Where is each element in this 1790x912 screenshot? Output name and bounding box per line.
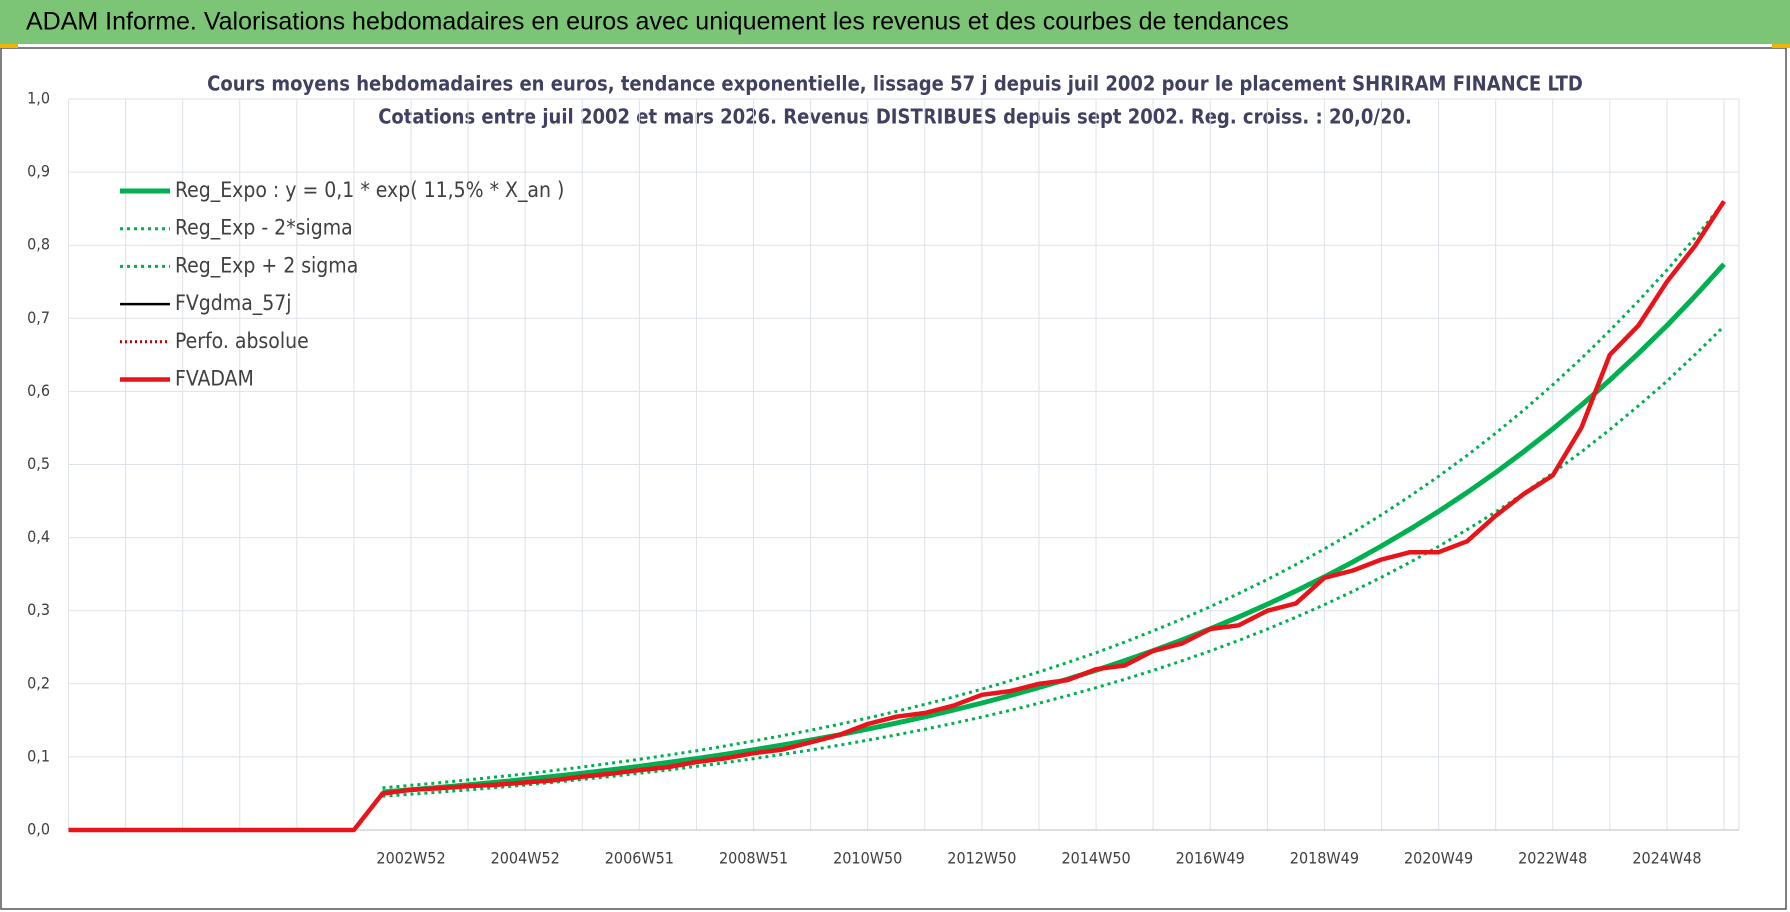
legend-label: FVADAM — [175, 367, 254, 391]
y-tick-label: 1,0 — [27, 89, 50, 108]
header-band — [0, 0, 1790, 44]
x-tick-label: 2020W49 — [1404, 849, 1473, 868]
y-tick-label: 0,8 — [27, 235, 50, 254]
series-line — [382, 201, 1726, 790]
series-line — [382, 325, 1726, 798]
y-tick-label: 0,5 — [27, 454, 50, 473]
x-tick-label: 2014W50 — [1061, 849, 1130, 868]
y-tick-label: 0,7 — [27, 308, 50, 327]
x-tick-label: 2002W52 — [376, 849, 445, 868]
x-tick-label: 2008W51 — [719, 849, 788, 868]
x-tick-label: 2006W51 — [605, 849, 674, 868]
y-tick-label: 0,9 — [27, 162, 50, 181]
series-line — [382, 262, 1726, 795]
chart-frame — [0, 47, 1787, 910]
y-tick-label: 0,0 — [27, 820, 50, 839]
x-tick-label: 2018W49 — [1290, 849, 1359, 868]
x-tick-label: 2024W48 — [1632, 849, 1701, 868]
legend-label: Reg_Exp + 2 sigma — [175, 253, 358, 278]
series-line — [68, 200, 1726, 833]
chart-title: Cours moyens hebdomadaires en euros, ten… — [207, 72, 1583, 96]
chart-subtitle: Cotations entre juil 2002 et mars 2026. … — [378, 105, 1412, 129]
header-title: ADAM Informe. Valorisations hebdomadaire… — [26, 8, 1289, 36]
series-line — [68, 200, 1726, 832]
x-tick-label: 2004W52 — [491, 849, 560, 868]
y-tick-label: 0,6 — [27, 381, 50, 400]
series-line — [68, 200, 1725, 831]
legend-label: Reg_Exp - 2*sigma — [175, 216, 353, 241]
legend-label: FVgdma_57j — [175, 291, 292, 316]
corner-mark — [0, 44, 18, 48]
x-tick-label: 2022W48 — [1518, 849, 1587, 868]
legend-label: Reg_Expo : y = 0,1 * exp( 11,5% * X_an ) — [175, 178, 564, 203]
y-tick-label: 0,4 — [27, 527, 50, 546]
x-tick-label: 2012W50 — [947, 849, 1016, 868]
y-tick-label: 0,1 — [27, 746, 50, 765]
corner-mark — [1772, 44, 1790, 48]
legend-label: Perfo. absolue — [175, 329, 309, 353]
y-tick-label: 0,2 — [27, 673, 50, 692]
x-tick-label: 2016W49 — [1176, 849, 1245, 868]
y-tick-label: 0,3 — [27, 600, 50, 619]
x-tick-label: 2010W50 — [833, 849, 902, 868]
